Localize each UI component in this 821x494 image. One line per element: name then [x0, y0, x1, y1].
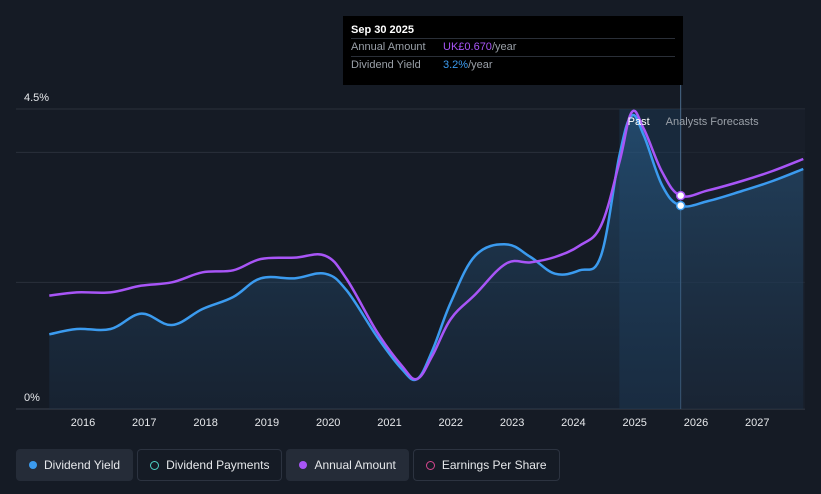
x-tick-label: 2018	[193, 417, 217, 429]
tooltip-yield-row: Dividend Yield 3.2%/year	[351, 56, 675, 74]
tooltip-yield-label: Dividend Yield	[351, 59, 421, 71]
x-tick-label: 2020	[316, 417, 340, 429]
legend-label: Dividend Payments	[166, 458, 270, 472]
chart-tooltip: Sep 30 2025 Annual Amount UK£0.670/year …	[343, 16, 683, 85]
series-lines	[49, 109, 804, 382]
legend-label: Dividend Yield	[44, 458, 121, 472]
tooltip-date: Sep 30 2025	[351, 24, 414, 36]
highlight-points	[675, 190, 686, 211]
x-tick-label: 2016	[71, 417, 95, 429]
tooltip-annual-row: Annual Amount UK£0.670/year	[351, 38, 675, 56]
legend-earnings-per-share[interactable]: Earnings Per Share	[412, 449, 560, 481]
forecast-label: Analysts Forecasts	[666, 116, 759, 128]
tooltip-yield-value: 3.2%	[443, 59, 469, 71]
y-tick-label: 4.5%	[24, 92, 49, 104]
x-tick-label: 2024	[561, 417, 585, 429]
y-axis: 0% 4.5%	[24, 92, 49, 404]
legend-dot-icon	[29, 461, 37, 469]
x-tick-label: 2027	[745, 417, 769, 429]
legend-dot-icon	[299, 461, 308, 469]
tooltip-annual-unit: /year	[491, 41, 517, 53]
legend-label: Earnings Per Share	[441, 458, 547, 472]
legend-label: Annual Amount	[314, 458, 396, 472]
chart-legend: Dividend Yield Dividend Payments Annual …	[16, 449, 560, 481]
dividend-chart: 2016 2017 2018 2019 2020 2021 2022 2023 2024 2025…	[16, 85, 805, 429]
region-labels: Past Analysts Forecasts	[628, 116, 759, 128]
legend-dot-icon	[150, 460, 160, 470]
x-tick-label: 2026	[684, 417, 708, 429]
tooltip-yield-unit: /year	[468, 59, 493, 71]
highlight-point	[675, 190, 686, 201]
dividend-yield-line	[49, 113, 804, 382]
legend-dot-icon	[425, 460, 435, 470]
x-tick-label: 2023	[500, 417, 524, 429]
x-tick-label: 2019	[255, 417, 279, 429]
x-tick-label: 2025	[622, 417, 646, 429]
tooltip-annual-value: UK£0.670	[443, 41, 492, 53]
x-tick-label: 2017	[132, 417, 156, 429]
tooltip-annual-label: Annual Amount	[351, 41, 426, 53]
x-tick-label: 2021	[377, 417, 401, 429]
x-axis: 2016 2017 2018 2019 2020 2021 2022 2023 2024 2025…	[71, 417, 770, 429]
legend-annual-amount[interactable]: Annual Amount	[286, 449, 409, 481]
highlight-point	[675, 200, 686, 211]
annual-amount-line	[49, 109, 804, 381]
y-tick-label: 0%	[24, 392, 40, 404]
legend-dividend-yield[interactable]: Dividend Yield	[16, 449, 134, 481]
x-tick-label: 2022	[439, 417, 463, 429]
past-label: Past	[628, 116, 650, 128]
legend-dividend-payments[interactable]: Dividend Payments	[137, 449, 283, 481]
